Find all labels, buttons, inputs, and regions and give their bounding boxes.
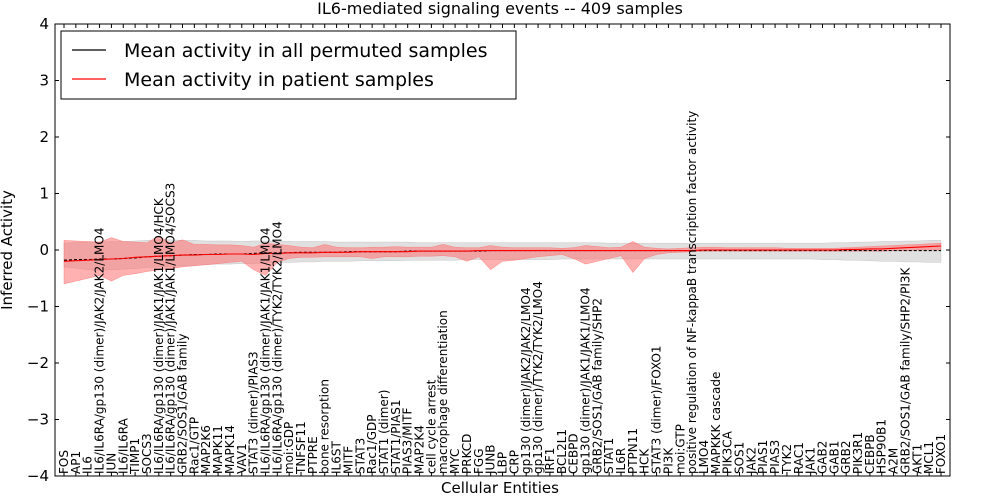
x-tick-label: STAT3 (353, 438, 367, 474)
x-tick-label: PI3K (661, 447, 675, 474)
x-tick-label: MAPK14 (223, 425, 237, 474)
y-tick-label: −4 (27, 467, 49, 485)
x-tick-label: BCL2L1 (555, 429, 569, 474)
legend-label-patient: Mean activity in patient samples (124, 69, 434, 91)
x-tick-label: IL6/IL6RA (116, 417, 130, 474)
band-patient (63, 235, 942, 285)
x-tick-label: STAT3 (dimer)/PIAS3 (247, 351, 261, 474)
x-tick-label: FOXO1 (934, 434, 948, 474)
x-tick-label: GAB1 (827, 441, 841, 474)
series-lines (63, 245, 942, 262)
x-tick-label: macrophage differentiation (436, 310, 450, 474)
x-tick-label: PTPRE (306, 436, 320, 474)
y-tick-label: 2 (39, 128, 49, 146)
series-line-patient (63, 245, 942, 262)
x-tick-label: cell cycle arrest (424, 379, 438, 474)
x-tick-label: VAV1 (235, 443, 249, 474)
x-tick-label: CRP (507, 450, 521, 474)
x-tick-label: CEBPD (567, 433, 581, 474)
x-tick-label: MAP2K4 (413, 425, 427, 474)
x-tick-label: PIAS3 (768, 440, 782, 474)
x-tick-label: MAP2K6 (199, 425, 213, 474)
y-axis: −4 −3 −2 −1 0 1 2 3 4 (27, 15, 950, 485)
x-tick-label: LBP (496, 452, 510, 474)
x-tick-label: PIK3CA (721, 430, 735, 474)
x-tick-label: CEBPB (863, 434, 877, 474)
x-tick-label: RAC1 (792, 442, 806, 474)
x-tick-label: IL6 (81, 456, 95, 474)
x-tick-label: Rac1/GTP (187, 417, 201, 474)
x-tick-label: LMO4 (697, 440, 711, 474)
chart-title: IL6-mediated signaling events -- 409 sam… (317, 0, 683, 18)
x-tick-label: SOCS3 (140, 433, 154, 474)
x-tick-label: IL6/IL6RA/gp130 (dimer)/JAK2/JAK2/LMO4 (93, 228, 107, 474)
x-tick-label: STAT1/PIAS1 (389, 399, 403, 474)
x-tick-label: GRB2 (839, 440, 853, 474)
x-tick-label: MCL1 (922, 441, 936, 474)
x-tick-label: FGG (472, 449, 486, 475)
x-tick-label: bone resorption (318, 379, 332, 474)
x-tick-label: positive regulation of NF-kappaB transcr… (685, 111, 699, 474)
x-tick-label: MYC (448, 449, 462, 474)
legend-label-permuted: Mean activity in all permuted samples (124, 40, 487, 62)
y-axis-label: Inferred Activity (0, 190, 16, 310)
y-tick-label: 4 (39, 15, 49, 33)
y-tick-label: −1 (27, 298, 49, 316)
x-tick-label: HCK (638, 448, 652, 474)
y-tick-label: 1 (39, 185, 49, 203)
x-tick-label: GRB2/SOS1/GAB family/SHP2/PI3K (898, 266, 912, 474)
x-tick-label: IL6/IL6RA/gp130 (dimer)/JAK1/JAK1/LMO4 (258, 228, 272, 474)
x-tick-label: IL6/IL6RA/gp130 (dimer)/TYK2/TYK2/LMO4 (270, 221, 284, 474)
y-tick-label: 0 (39, 241, 49, 259)
x-tick-label: IL6/IL6RA/gp130 (dimer)/JAK1/JAK1/LMO4/S… (164, 183, 178, 474)
y-tick-label: −2 (27, 354, 49, 372)
x-tick-label: AKT1 (910, 444, 924, 474)
x-tick-label: PRKCD (460, 434, 474, 474)
x-tick-label: TIMP1 (128, 438, 142, 475)
x-tick-label: IL6ST (330, 441, 344, 474)
x-tick-label: A2M (887, 448, 901, 474)
x-tick-label: PIAS1 (756, 440, 770, 474)
legend-box (60, 30, 517, 100)
y-tick-label: 3 (39, 72, 49, 90)
x-tick-label: IL6R (614, 448, 628, 474)
x-tick-label: JAK1 (804, 447, 818, 475)
x-tick-label: moi:GTP (673, 424, 687, 474)
x-tick-label: MAPK11 (211, 425, 225, 474)
x-tick-label: TYK2 (780, 444, 794, 475)
x-tick-label: GRB2/SOS1/GAB family (176, 334, 190, 475)
x-tick-label: TNFSF11 (294, 421, 308, 475)
x-tick-label: SOS1 (733, 442, 747, 474)
x-tick-label: HSP90B1 (875, 419, 889, 474)
x-tick-label: gp130 (dimer)/TYK2/TYK2/LMO4 (531, 281, 545, 474)
x-tick-label: IRF1 (543, 448, 557, 474)
x-tick-label: JUN (104, 453, 118, 475)
x-tick-label: MAPKKK cascade (709, 372, 723, 474)
x-tick-label: PIAS3/MITF (401, 407, 415, 474)
x-tick-label: PTPN11 (626, 428, 640, 474)
x-tick-label: PIK3R1 (851, 432, 865, 474)
x-tick-label: gp130 (dimer)/JAK2/JAK2/LMO4 (519, 287, 533, 474)
x-tick-label: STAT1 (602, 438, 616, 474)
x-tick-label: gp130 (dimer)/JAK1/JAK1/LMO4 (578, 287, 592, 474)
x-axis-label: Cellular Entities (441, 479, 559, 497)
x-tick-label: STAT3 (dimer)/FOXO1 (650, 345, 664, 474)
x-tick-label: moi:GDP (282, 422, 296, 474)
range-bands (63, 235, 942, 285)
x-tick-label: AP1 (69, 451, 83, 474)
y-tick-label: −3 (27, 411, 49, 429)
x-tick-label: Rac1/GDP (365, 415, 379, 474)
x-tick-label: JAK2 (744, 447, 758, 475)
x-tick-label: JUNB (484, 444, 498, 475)
x-tick-label: MITF (341, 446, 355, 474)
x-tick-label: GRB2/SOS1/GAB family/SHP2 (590, 298, 604, 474)
legend: Mean activity in all permuted samples Me… (60, 30, 517, 100)
x-tick-label: IL6/IL6RA/gp130 (dimer)/JAK1/JAK1/LMO4/H… (152, 197, 166, 474)
x-tick-label: FOS (57, 450, 71, 474)
x-tick-label: STAT1 (dimer) (377, 390, 391, 474)
x-tick-label: GAB2 (815, 441, 829, 474)
